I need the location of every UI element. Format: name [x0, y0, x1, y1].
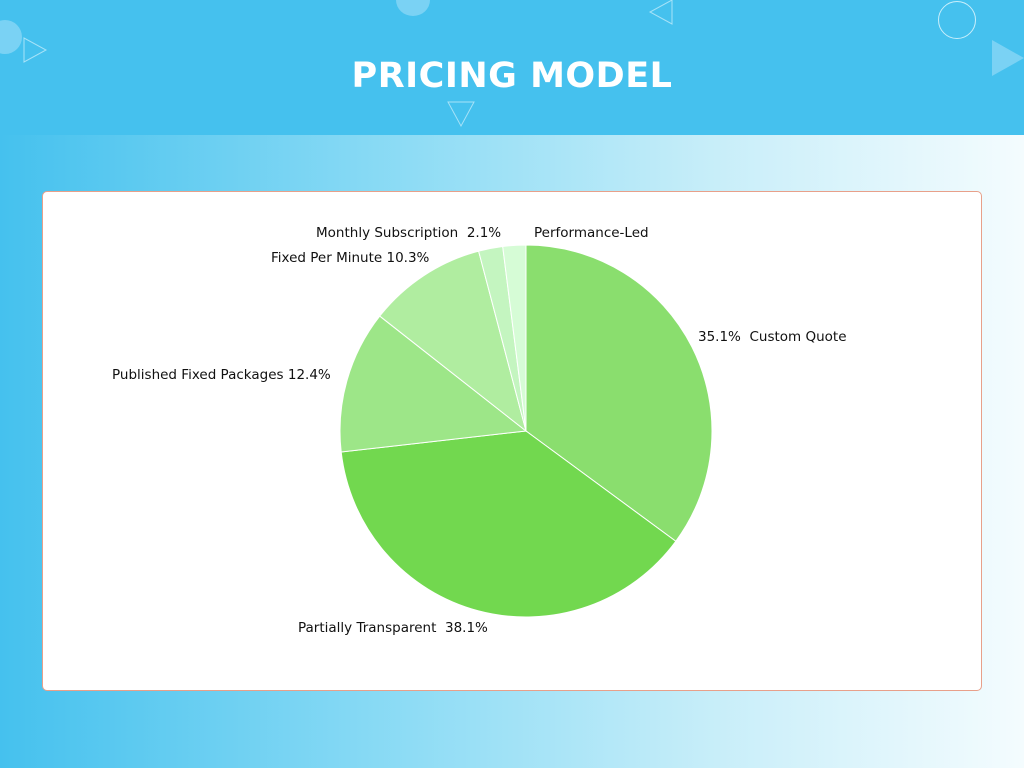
triangle-decorations	[23, 0, 1024, 128]
pie-chart	[339, 244, 713, 618]
pie-slice-custom-quote	[525, 244, 713, 542]
label-custom-quote: 35.1% Custom Quote	[698, 329, 847, 345]
page-title: PRICING MODEL	[351, 56, 673, 96]
label-fixed-per-minute: Fixed Per Minute 10.3%	[271, 250, 430, 266]
pie-slice-performance-led	[502, 244, 527, 432]
circle-outline-decoration	[938, 1, 976, 39]
label-partially-transparent: Partially Transparent 38.1%	[298, 620, 488, 636]
label-monthly-subscription: Monthly Subscription 2.1%	[316, 225, 502, 241]
circle-decoration	[396, 0, 430, 16]
chart-card: 35.1% Custom Quote Partially Transparent…	[42, 191, 982, 691]
header-banner: PRICING MODEL	[0, 0, 1024, 135]
label-published-fixed-packages: Published Fixed Packages 12.4%	[112, 367, 331, 383]
pie-slice-partially-transparent	[340, 430, 677, 618]
pie-slice-published-fixed-packages	[339, 315, 528, 453]
circle-decoration	[0, 20, 22, 54]
label-performance-led: Performance-Led	[534, 225, 649, 241]
pie-slice-fixed-per-minute	[379, 250, 527, 433]
